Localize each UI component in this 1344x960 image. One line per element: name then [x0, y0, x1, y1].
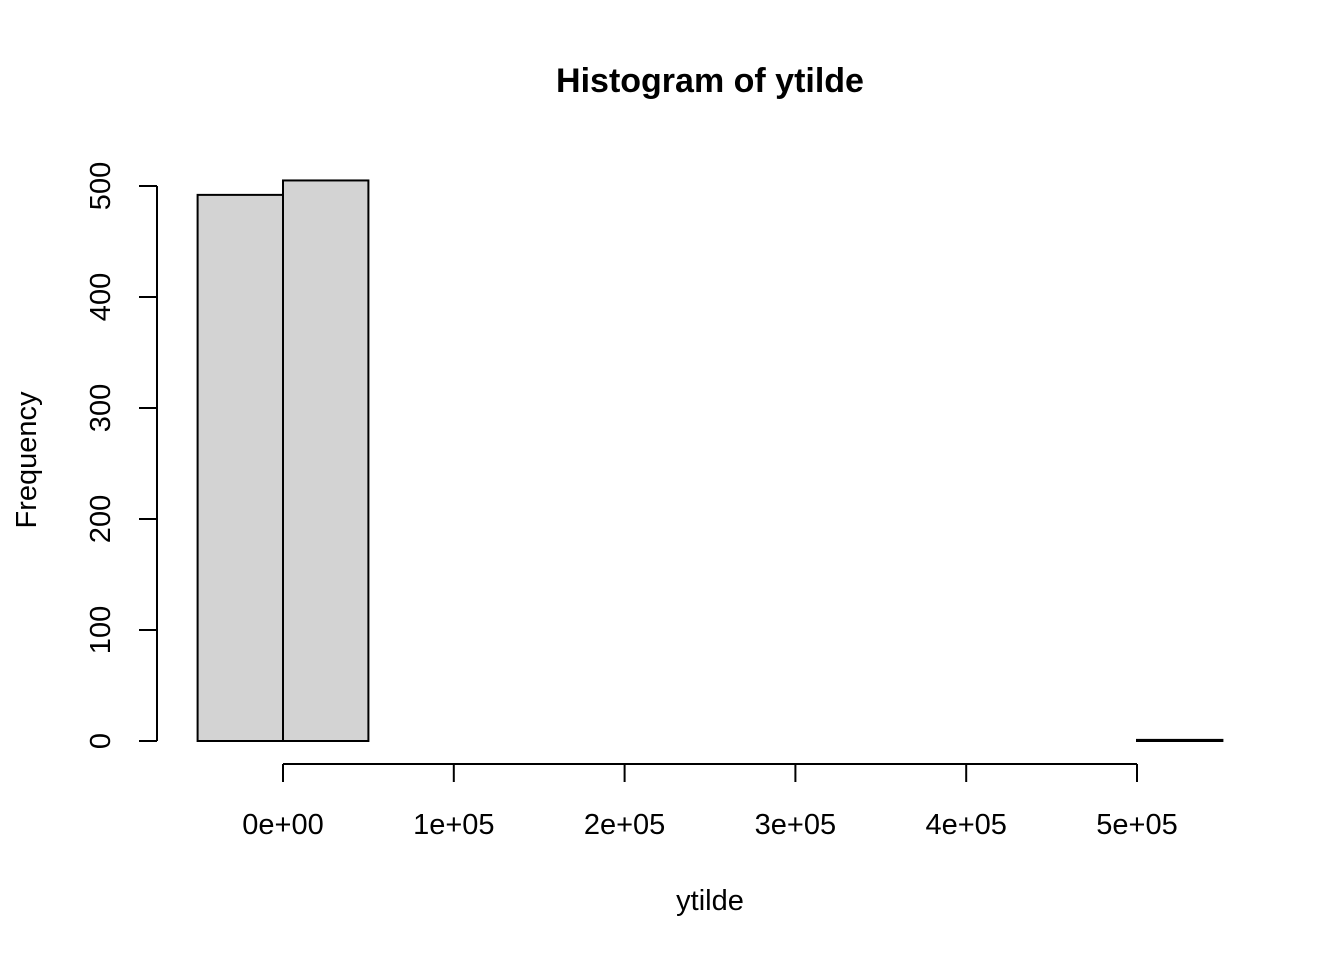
x-tick-label-0: 0e+00: [242, 809, 323, 841]
chart-title: Histogram of ytilde: [556, 62, 864, 100]
histogram-bar-11: [1136, 738, 1224, 743]
x-tick-label-1: 1e+05: [413, 809, 494, 841]
y-tick-label-4: 400: [85, 273, 117, 321]
y-axis-label: Frequency: [11, 391, 43, 529]
y-tick-label-0: 0: [85, 733, 117, 749]
y-tick-label-1: 100: [85, 606, 117, 654]
histogram-bar-1: [282, 179, 370, 742]
x-axis: 0e+00 1e+05 2e+05 3e+05 4e+05 5e+05: [242, 763, 1178, 841]
x-tick-label-2: 2e+05: [584, 809, 665, 841]
y-tick-label-5: 500: [85, 162, 117, 210]
histogram-bar-0: [196, 193, 285, 742]
x-tick-label-5: 5e+05: [1096, 809, 1177, 841]
y-tick-label-3: 300: [85, 384, 117, 432]
x-tick-label-3: 3e+05: [755, 809, 836, 841]
x-axis-label: ytilde: [676, 885, 744, 917]
x-tick-label-4: 4e+05: [925, 809, 1006, 841]
y-tick-label-2: 200: [85, 495, 117, 543]
y-axis: 0 100 200 300 400 500: [85, 162, 158, 749]
bars-group: [196, 179, 1224, 743]
